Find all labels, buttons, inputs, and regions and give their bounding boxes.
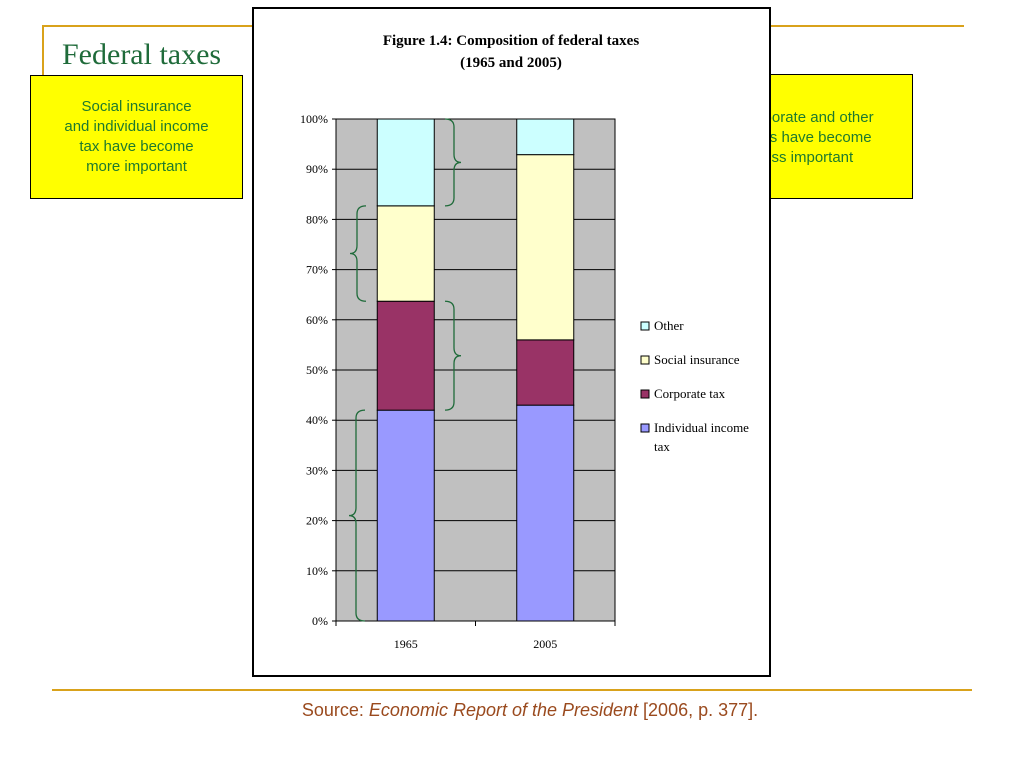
legend-swatch — [640, 355, 650, 365]
y-tick-label: 20% — [306, 514, 328, 528]
brace-corporate-tax — [444, 300, 462, 411]
chart-title-line: Figure 1.4: Composition of federal taxes — [383, 33, 640, 49]
stacked-bar-chart: Figure 1.4: Composition of federal taxes… — [300, 33, 749, 651]
y-tick-label: 40% — [306, 413, 328, 427]
chart-frame: Figure 1.4: Composition of federal taxes… — [252, 7, 771, 677]
y-tick-label: 50% — [306, 363, 328, 377]
y-tick-label: 80% — [306, 212, 328, 226]
y-tick-label: 30% — [306, 463, 328, 477]
slide-title: Federal taxes — [62, 38, 222, 71]
legend-label: Individual income — [654, 420, 749, 435]
legend-swatch — [640, 423, 650, 433]
bar-segment-other — [516, 118, 575, 156]
legend-label: tax — [654, 439, 670, 454]
chart-title-line: (1965 and 2005) — [460, 55, 562, 71]
legend-label: Other — [654, 318, 684, 333]
y-tick-label: 0% — [312, 614, 328, 628]
source-suffix: [2006, p. 377]. — [638, 700, 759, 720]
bar-segment-corporate-tax — [516, 339, 575, 406]
y-tick-label: 70% — [306, 263, 328, 277]
legend-swatch — [640, 389, 650, 399]
callout-right-line: less important — [759, 149, 854, 166]
callout-right-line: Corporate and other — [739, 109, 874, 126]
source-title: Economic Report of the President — [368, 700, 639, 720]
bar-segment-other — [376, 118, 435, 207]
bar-segment-individual-income-tax — [376, 409, 435, 622]
source-prefix: Source: — [301, 700, 369, 720]
y-tick-label: 10% — [306, 564, 328, 578]
bar-segment-corporate-tax — [376, 300, 435, 411]
legend-swatch — [640, 321, 650, 331]
brace-individual-income-tax — [348, 409, 366, 622]
x-tick-label: 2005 — [533, 637, 557, 651]
x-tick-label: 1965 — [394, 637, 418, 651]
callout-left-line: more important — [86, 158, 187, 175]
bar-segment-social-insurance — [516, 154, 575, 341]
y-tick-label: 60% — [306, 313, 328, 327]
bottom-rule — [52, 689, 972, 691]
left-rule — [42, 25, 44, 77]
callout-right-line: taxes have become — [741, 129, 872, 146]
legend-label: Social insurance — [654, 352, 740, 367]
callout-left-line: tax have become — [79, 138, 194, 155]
callout-left-line: Social insurance — [81, 98, 192, 115]
brace-social-insurance — [349, 205, 367, 302]
y-tick-label: 90% — [306, 162, 328, 176]
callout-left-line: and individual income — [64, 118, 209, 135]
brace-other — [444, 118, 462, 207]
legend-label: Corporate tax — [654, 386, 726, 401]
source-citation: Source: Economic Report of the President… — [0, 700, 1024, 721]
bar-segment-individual-income-tax — [516, 404, 575, 622]
callout-left: Social insurance and individual income t… — [30, 75, 243, 199]
bar-segment-social-insurance — [376, 205, 435, 302]
y-tick-label: 100% — [300, 112, 328, 126]
